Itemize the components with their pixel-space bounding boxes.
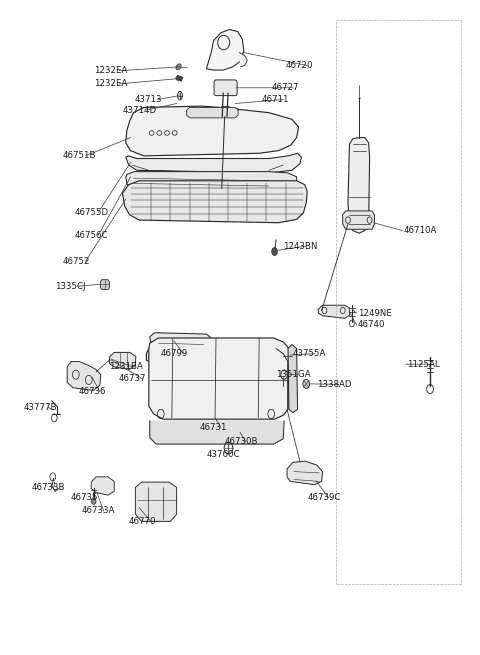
Polygon shape xyxy=(288,345,298,413)
Text: 46751B: 46751B xyxy=(62,151,96,160)
Text: 46736: 46736 xyxy=(78,387,106,396)
Polygon shape xyxy=(146,342,290,365)
Circle shape xyxy=(272,248,277,255)
Text: 46711: 46711 xyxy=(262,95,289,104)
Polygon shape xyxy=(67,362,101,390)
Text: 1243BN: 1243BN xyxy=(283,242,318,251)
Text: 46799: 46799 xyxy=(161,349,188,358)
Text: 46710A: 46710A xyxy=(403,226,437,235)
Text: 43760C: 43760C xyxy=(206,450,240,459)
Polygon shape xyxy=(348,138,370,233)
Text: 43777B: 43777B xyxy=(24,403,58,412)
Text: 46720: 46720 xyxy=(286,61,313,70)
Text: 1125AL: 1125AL xyxy=(407,360,440,369)
Circle shape xyxy=(91,498,96,504)
Text: 46727: 46727 xyxy=(271,83,299,92)
Polygon shape xyxy=(135,482,177,521)
Text: 46733A: 46733A xyxy=(82,506,115,515)
Text: 1249NE: 1249NE xyxy=(358,309,392,318)
Polygon shape xyxy=(176,75,183,81)
FancyBboxPatch shape xyxy=(214,80,237,96)
Text: 46770: 46770 xyxy=(129,517,156,526)
Text: 46731: 46731 xyxy=(199,422,227,432)
Ellipse shape xyxy=(178,91,182,100)
Text: 46739C: 46739C xyxy=(307,493,341,502)
Polygon shape xyxy=(122,181,307,223)
Polygon shape xyxy=(126,153,301,173)
Polygon shape xyxy=(239,52,247,67)
Polygon shape xyxy=(206,29,244,70)
Polygon shape xyxy=(287,461,323,485)
Text: 46737: 46737 xyxy=(119,374,146,383)
Text: 43713: 43713 xyxy=(134,95,162,104)
Text: 1338AD: 1338AD xyxy=(317,380,351,389)
Text: 1351GA: 1351GA xyxy=(276,370,311,379)
Polygon shape xyxy=(91,477,114,495)
Polygon shape xyxy=(126,106,299,156)
Polygon shape xyxy=(150,333,211,347)
Text: 46755D: 46755D xyxy=(74,208,108,217)
Text: 1232EA: 1232EA xyxy=(94,66,127,75)
Polygon shape xyxy=(109,352,136,369)
Text: 43714D: 43714D xyxy=(122,105,156,115)
Polygon shape xyxy=(149,338,289,419)
Text: 43755A: 43755A xyxy=(293,349,326,358)
Text: 46752: 46752 xyxy=(62,257,90,266)
Text: 1231BA: 1231BA xyxy=(109,362,144,371)
Text: 46735: 46735 xyxy=(71,493,98,502)
Polygon shape xyxy=(343,211,374,229)
Polygon shape xyxy=(187,107,238,118)
Text: 46756C: 46756C xyxy=(74,231,108,240)
Polygon shape xyxy=(126,172,297,191)
Text: 1335CJ: 1335CJ xyxy=(55,282,86,291)
Text: 46733B: 46733B xyxy=(31,483,65,492)
Circle shape xyxy=(303,379,310,388)
Polygon shape xyxy=(318,305,349,318)
Text: 46740: 46740 xyxy=(358,320,385,329)
Polygon shape xyxy=(100,280,109,290)
Text: 1232EA: 1232EA xyxy=(94,79,127,88)
Ellipse shape xyxy=(176,64,181,70)
Polygon shape xyxy=(150,421,284,444)
Ellipse shape xyxy=(221,114,228,119)
Text: 46730B: 46730B xyxy=(225,437,258,446)
